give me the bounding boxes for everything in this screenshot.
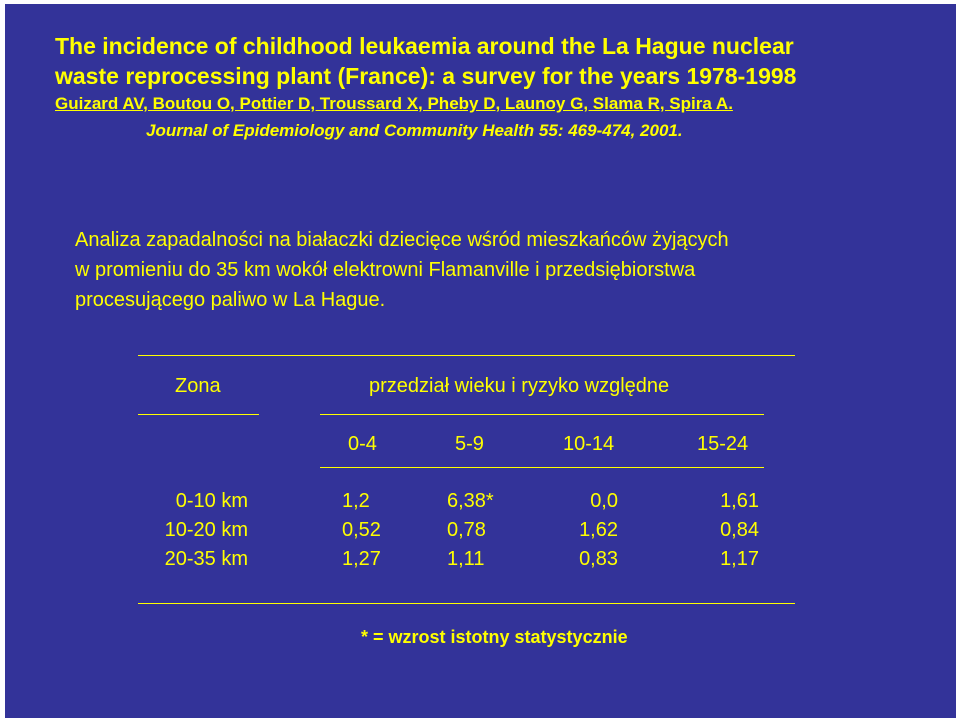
- age-risk-header: przedział wieku i ryzyko względne: [369, 375, 670, 397]
- risk-value-r1-c4: 1,61: [720, 490, 759, 512]
- risk-value-r2-c2: 0,78: [447, 519, 486, 541]
- risk-value-r1-c1: 1,2: [342, 490, 370, 512]
- title-line-2: waste reprocessing plant (France): a sur…: [55, 63, 797, 89]
- age-group-0-4: 0-4: [348, 433, 377, 455]
- slide-title: The incidence of childhood leukaemia aro…: [55, 31, 796, 91]
- table-top-rule: [138, 355, 795, 356]
- age-group-rule: [320, 467, 764, 468]
- age-group-10-14: 10-14: [563, 433, 615, 455]
- slide: [5, 4, 956, 718]
- risk-value-r1-c3: 0,0: [590, 490, 618, 512]
- risk-value-r3-c1: 1,27: [342, 548, 381, 570]
- title-line-1: The incidence of childhood leukaemia aro…: [55, 33, 794, 59]
- zone-header: Zona: [175, 375, 221, 397]
- analysis-line-3: procesującego paliwo w La Hague.: [75, 289, 386, 311]
- zone-label-row-1: 0-10 km: [175, 490, 248, 512]
- risk-value-r2-c3: 1,62: [579, 519, 618, 541]
- risk-value-r3-c3: 0,83: [579, 548, 618, 570]
- age-group-15-24: 15-24: [697, 433, 749, 455]
- risk-value-r3-c4: 1,17: [720, 548, 759, 570]
- zone-label-row-2: 10-20 km: [164, 519, 248, 541]
- analysis-description: Analiza zapadalności na białaczki dzieci…: [75, 225, 895, 315]
- table-bottom-rule: [138, 603, 795, 604]
- authors-citation: Guizard AV, Boutou O, Pottier D, Troussa…: [55, 94, 733, 113]
- age-group-5-9: 5-9: [455, 433, 484, 455]
- journal-citation: Journal of Epidemiology and Community He…: [146, 121, 683, 140]
- zone-label-row-3: 20-35 km: [164, 548, 248, 570]
- risk-value-r2-c1: 0,52: [342, 519, 381, 541]
- group-header-rule: [320, 414, 764, 415]
- analysis-line-1: Analiza zapadalności na białaczki dzieci…: [75, 229, 729, 251]
- analysis-line-2: w promieniu do 35 km wokół elektrowni Fl…: [75, 259, 696, 281]
- zone-header-rule: [138, 414, 259, 415]
- risk-value-r1-c2: 6,38*: [447, 490, 494, 512]
- risk-value-r2-c4: 0,84: [720, 519, 759, 541]
- risk-value-r3-c2: 1,11: [447, 548, 485, 570]
- significance-footnote: * = wzrost istotny statystycznie: [361, 627, 628, 647]
